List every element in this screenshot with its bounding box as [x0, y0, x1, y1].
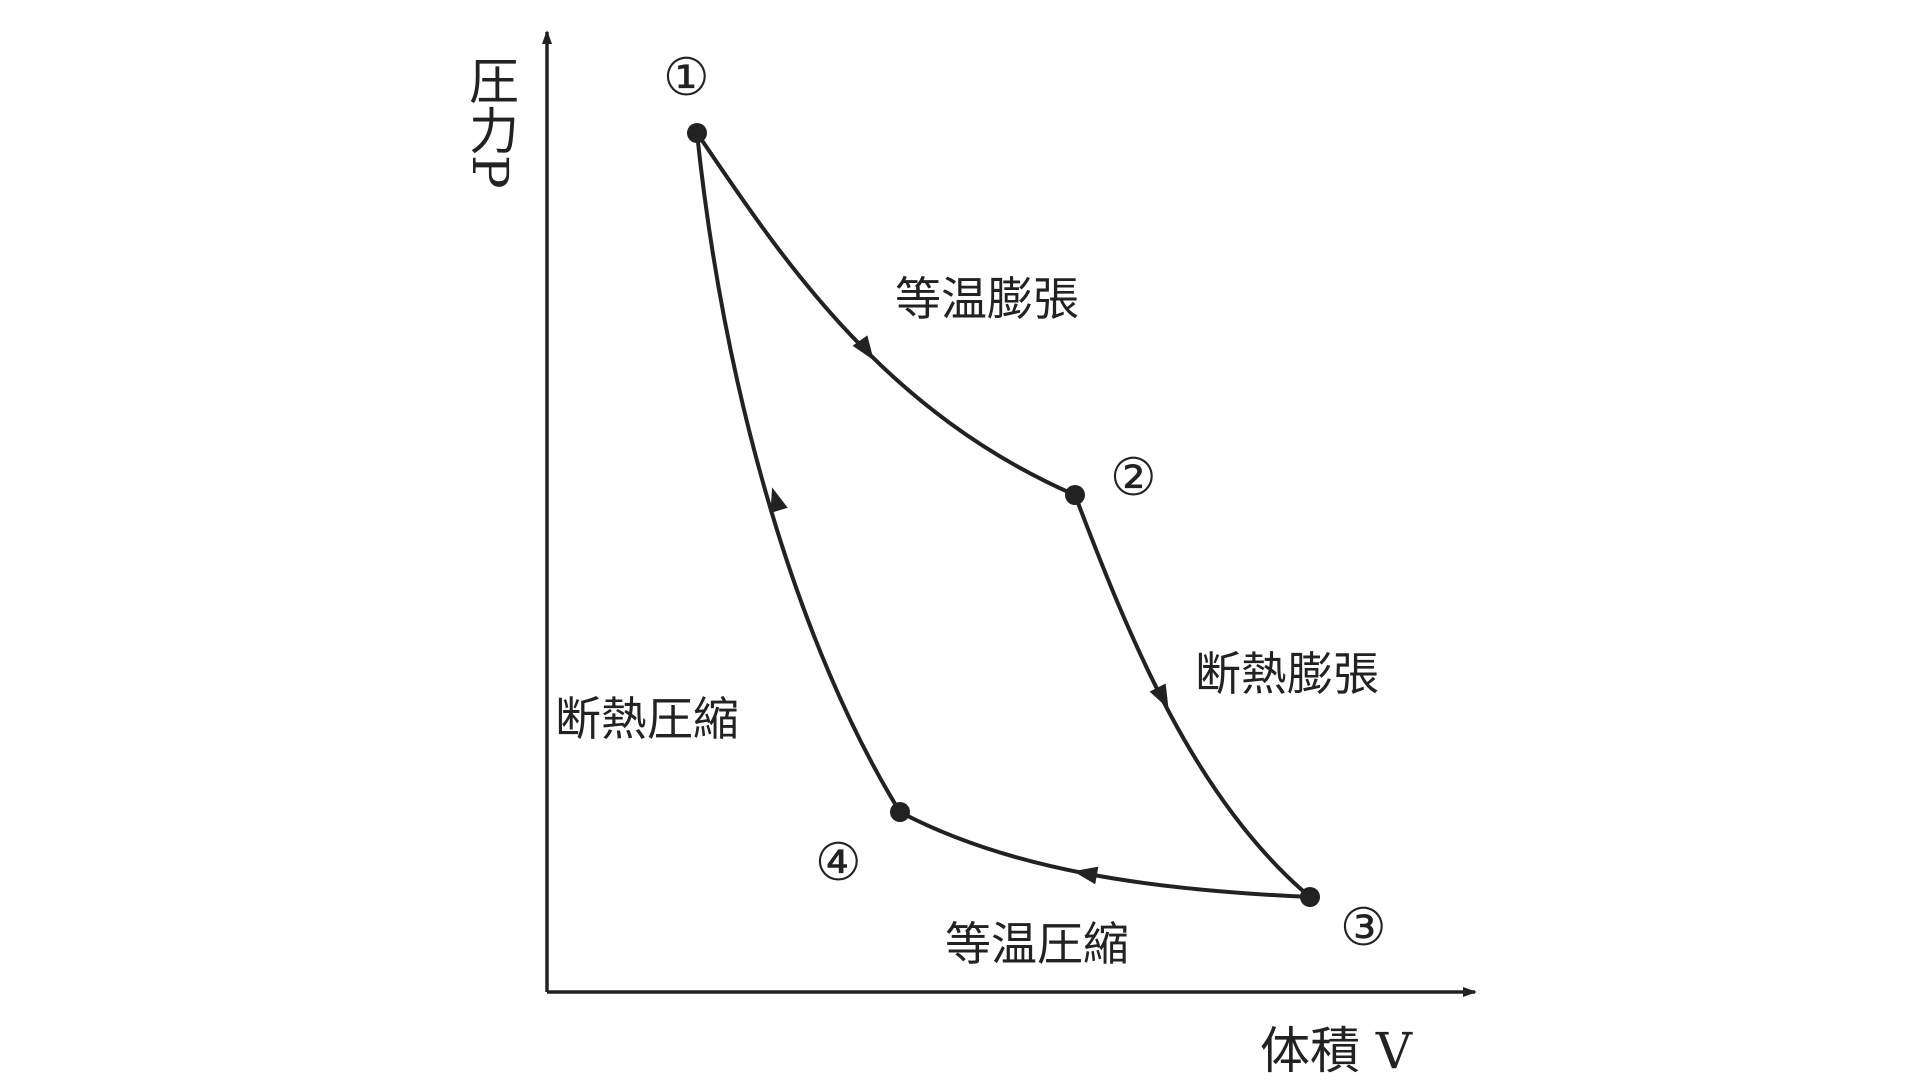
- isothermal-compression-curve: [899, 810, 1311, 899]
- state-point-1: [687, 123, 707, 143]
- arrow-adiabatic-compression: [770, 487, 788, 514]
- label-adiabatic-compression: 断熱圧縮: [555, 692, 739, 746]
- label-isothermal-compression: 等温圧縮: [945, 917, 1129, 971]
- point-label-2: ②: [1110, 448, 1157, 508]
- state-point-3: [1300, 887, 1320, 907]
- arrow-isothermal-expansion: [852, 335, 874, 361]
- label-isothermal-expansion: 等温膨張: [895, 272, 1079, 326]
- point-label-4: ④: [815, 833, 862, 893]
- label-adiabatic-expansion: 断熱膨張: [1195, 647, 1379, 701]
- x-axis-label: 体積 V: [1260, 1022, 1413, 1080]
- state-point-2: [1065, 485, 1085, 505]
- adiabatic-expansion-curve: [1073, 494, 1312, 899]
- point-label-1: ①: [663, 48, 710, 108]
- y-axis-label: 圧力P: [461, 55, 519, 189]
- state-point-4: [890, 802, 910, 822]
- isothermal-expansion-curve: [695, 131, 1076, 497]
- point-label-3: ③: [1340, 898, 1387, 958]
- arrow-isothermal-compression: [1073, 866, 1099, 885]
- arrow-adiabatic-expansion: [1149, 683, 1169, 709]
